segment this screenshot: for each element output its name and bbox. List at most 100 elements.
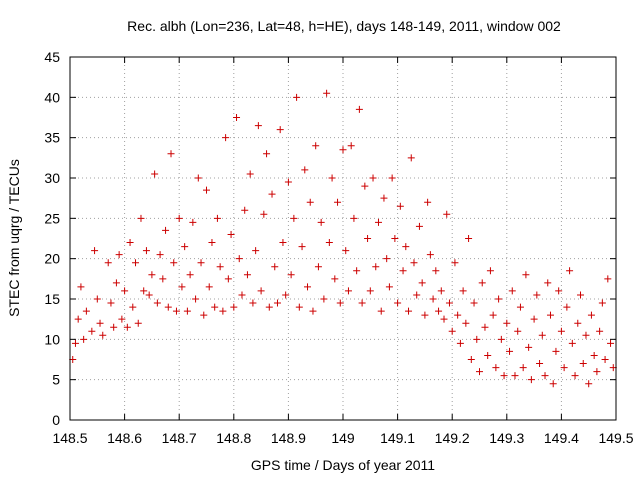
data-point — [538, 331, 546, 339]
data-point — [396, 202, 404, 210]
x-tick-label: 148.9 — [271, 430, 306, 446]
data-point — [235, 255, 243, 263]
data-point — [170, 259, 178, 267]
data-point — [336, 299, 344, 307]
data-point — [582, 331, 590, 339]
data-point — [249, 299, 257, 307]
data-point — [151, 170, 159, 178]
data-point — [208, 239, 216, 247]
data-point — [596, 327, 604, 335]
x-tick-label: 149.1 — [380, 430, 415, 446]
data-point — [394, 299, 402, 307]
data-point — [533, 291, 541, 299]
data-point — [366, 287, 374, 295]
data-point — [604, 275, 612, 283]
data-point — [295, 303, 303, 311]
data-point — [339, 146, 347, 154]
data-point — [96, 319, 104, 327]
data-point — [511, 372, 519, 380]
x-tick-label: 149.4 — [544, 430, 579, 446]
y-tick-label: 25 — [44, 210, 60, 226]
data-point — [243, 271, 251, 279]
data-point — [486, 267, 494, 275]
data-point — [516, 303, 524, 311]
data-point — [82, 307, 90, 315]
data-point — [104, 259, 112, 267]
data-point — [238, 291, 246, 299]
data-point — [260, 210, 268, 218]
data-point — [418, 279, 426, 287]
data-point — [203, 186, 210, 194]
data-point — [506, 347, 514, 355]
data-point — [557, 327, 565, 335]
data-point — [574, 319, 582, 327]
data-point — [478, 279, 486, 287]
data-point — [500, 372, 508, 380]
data-point — [121, 287, 129, 295]
data-point — [279, 239, 287, 247]
data-point — [440, 315, 448, 323]
data-point — [527, 376, 535, 384]
data-point — [445, 299, 453, 307]
x-axis-label: GPS time / Days of year 2011 — [251, 457, 435, 473]
data-point — [153, 299, 161, 307]
data-point — [579, 360, 587, 368]
data-point — [407, 154, 415, 162]
data-point — [399, 267, 407, 275]
data-point — [465, 235, 473, 242]
data-point — [216, 263, 224, 271]
data-point — [555, 287, 563, 295]
data-point — [497, 335, 505, 343]
data-point — [88, 327, 96, 335]
data-point — [405, 307, 413, 315]
data-point — [571, 372, 579, 380]
data-point — [257, 287, 265, 295]
data-point — [481, 323, 489, 331]
chart-title: Rec. albh (Lon=236, Lat=48, h=HE), days … — [127, 18, 561, 34]
data-point — [560, 364, 568, 372]
y-tick-label: 35 — [44, 130, 60, 146]
data-point — [374, 218, 382, 226]
data-point — [252, 247, 260, 255]
data-point — [361, 182, 369, 190]
data-point — [93, 295, 101, 303]
data-point — [254, 122, 262, 130]
data-point — [530, 315, 538, 323]
x-tick-label: 149.5 — [598, 430, 633, 446]
data-point — [222, 134, 230, 142]
data-point — [148, 271, 156, 279]
data-point — [284, 178, 292, 186]
data-point — [298, 243, 306, 251]
data-point — [282, 291, 290, 299]
y-tick-label: 15 — [44, 291, 60, 307]
x-tick-label: 149 — [331, 430, 355, 446]
data-point — [156, 251, 164, 259]
data-point — [587, 311, 595, 319]
x-tick-label: 148.7 — [162, 430, 197, 446]
data-point — [372, 263, 380, 271]
data-point — [459, 287, 467, 295]
data-point — [137, 214, 145, 222]
data-point — [402, 243, 410, 251]
data-point — [71, 339, 79, 347]
data-point — [388, 174, 396, 182]
data-point — [415, 222, 423, 230]
data-point — [344, 287, 352, 295]
y-tick-label: 30 — [44, 170, 60, 186]
data-point — [331, 275, 339, 283]
data-point — [601, 356, 609, 363]
data-point — [437, 287, 445, 295]
data-point — [385, 283, 393, 291]
data-point — [110, 323, 118, 331]
data-point — [183, 307, 191, 315]
data-point — [213, 214, 221, 222]
data-point — [205, 283, 213, 291]
data-point — [186, 271, 194, 279]
data-point — [132, 259, 140, 267]
data-point — [350, 214, 358, 222]
y-axis-label: STEC from uqrg / TECUs — [6, 159, 22, 317]
data-point — [454, 311, 462, 319]
data-point — [241, 206, 249, 214]
data-point — [353, 267, 361, 275]
data-point — [246, 170, 254, 178]
